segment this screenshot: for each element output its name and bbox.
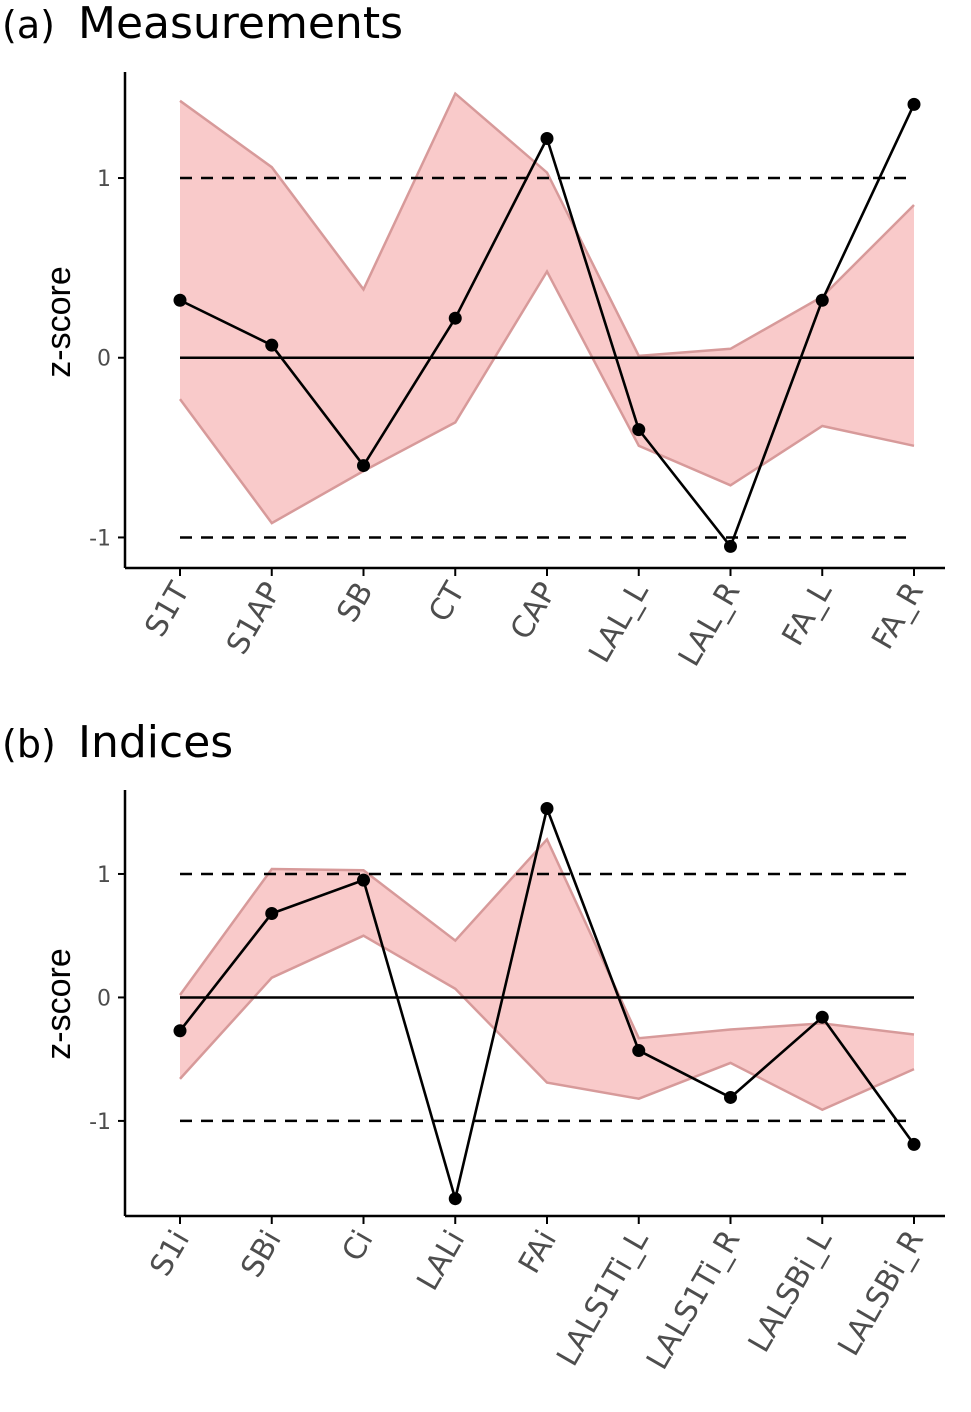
panel-a-point-CAP bbox=[540, 131, 554, 145]
panel-a-x-tick-label-LAL_L: LAL_L bbox=[582, 576, 656, 669]
panel-a-point-LAL_L bbox=[632, 423, 646, 437]
panel-a-point-S1T bbox=[173, 293, 187, 307]
panel-b-band bbox=[180, 839, 914, 1110]
panel-a-point-SB bbox=[357, 459, 370, 473]
panel-a-y-axis-label: z-score bbox=[40, 266, 78, 377]
panel-a-x-tick-label-S1T: S1T bbox=[138, 576, 197, 643]
panel-b-y-tick-label: 1 bbox=[97, 863, 111, 888]
panel-a-band-lower-edge bbox=[178, 268, 915, 525]
panel-b-point-LALSBi_R bbox=[907, 1137, 921, 1151]
panel-b-series-segment bbox=[453, 807, 549, 1201]
panel-b-x-tick-label-SBi: SBi bbox=[234, 1225, 288, 1284]
panel-b-tag: (b) bbox=[2, 722, 56, 766]
panel-a-point-CT bbox=[448, 311, 462, 325]
panel-b-series-segment bbox=[270, 878, 365, 915]
panel-a-series-segment bbox=[362, 316, 457, 467]
panel-b-band-upper-edge bbox=[178, 837, 915, 1040]
panel-b-series-segment bbox=[729, 1015, 824, 1099]
panel-a-tag: (a) bbox=[2, 3, 55, 47]
panel-a-x-tick-label-SB: SB bbox=[330, 577, 380, 629]
panel-a-point-S1AP bbox=[265, 338, 279, 352]
panel-b-x-tick-label-S1i: S1i bbox=[143, 1225, 197, 1283]
panel-b-y-tick-label: -1 bbox=[89, 1110, 111, 1135]
panel-a-series-segment bbox=[270, 343, 365, 467]
panel-a-plot: -1 0 1 S1T S1AP SB CT CAP LAL_L LAL_R FA_L FA_R bbox=[89, 72, 945, 672]
panel-b-point-S1i bbox=[173, 1024, 187, 1038]
panel-b-series-segment bbox=[545, 807, 641, 1052]
panel-b-point-LALSBi_L bbox=[815, 1010, 829, 1024]
panel-b-point-SBi bbox=[265, 906, 279, 920]
panel-b-y-axis-label: z-score bbox=[40, 948, 78, 1059]
panel-b-x-tick-label-LALS1Ti_L: LALS1Ti_L bbox=[550, 1224, 656, 1372]
panel-a-series-segment bbox=[637, 428, 732, 548]
panel-a-point-FA_R bbox=[907, 97, 921, 111]
panel-b-series-segment bbox=[362, 878, 457, 1201]
panel-a-x-tick-label-LAL_R: LAL_R bbox=[672, 577, 748, 673]
panel-a-series-segment bbox=[820, 103, 916, 302]
panel-a: (a) Measurements z-score -1 0 1 S1T S1AP SB CT… bbox=[2, 0, 945, 672]
panel-a-series-segment bbox=[178, 298, 274, 347]
panel-b-x-tick-label-FAi: FAi bbox=[512, 1225, 564, 1280]
panel-b-band-lower-edge bbox=[179, 934, 915, 1112]
panel-a-x-tick-label-FA_L: FA_L bbox=[775, 576, 839, 652]
panel-b-x-tick-label-LALS1Ti_R: LALS1Ti_R bbox=[640, 1225, 747, 1376]
panel-a-band-upper-edge bbox=[179, 91, 915, 358]
panel-b-series-segment bbox=[820, 1015, 916, 1146]
panel-b-point-LALi bbox=[448, 1192, 462, 1206]
panel-a-y-tick-label: 0 bbox=[97, 347, 111, 372]
panel-b-series-segment bbox=[178, 912, 274, 1033]
panel-a-x-tick-label-FA_R: FA_R bbox=[865, 577, 931, 656]
panel-a-x-tick-label-CAP: CAP bbox=[504, 577, 564, 646]
panel-a-series-segment bbox=[729, 298, 824, 548]
panel-a-point-LAL_R bbox=[724, 539, 737, 553]
panel-a-point-FA_L bbox=[815, 293, 829, 307]
panel-b-x-tick-label-LALSBi_L: LALSBi_L bbox=[742, 1224, 840, 1358]
panel-b-x-tick-label-Ci: Ci bbox=[335, 1225, 380, 1268]
panel-a-series-segment bbox=[453, 137, 549, 320]
panel-b-point-Ci bbox=[357, 873, 370, 887]
panel-b-series-segment bbox=[637, 1049, 732, 1099]
panel-a-band bbox=[180, 93, 914, 524]
panel-b-x-tick-label-LALSBi_R: LALSBi_R bbox=[831, 1225, 931, 1362]
panel-b-x-tick-label-LALi: LALi bbox=[410, 1225, 472, 1297]
panel-b-point-LALS1Ti_R bbox=[724, 1090, 737, 1104]
panel-a-x-tick-label-CT: CT bbox=[422, 576, 472, 628]
panel-b-point-LALS1Ti_L bbox=[632, 1044, 646, 1058]
panel-b-title: Indices bbox=[78, 717, 233, 768]
panel-a-y-tick-label: -1 bbox=[89, 526, 111, 551]
panel-b-y-tick-label: 0 bbox=[97, 986, 111, 1011]
panel-b-point-FAi bbox=[540, 802, 554, 816]
panel-a-y-tick-label: 1 bbox=[97, 167, 111, 192]
panel-a-title: Measurements bbox=[78, 0, 403, 49]
panel-a-series-segment bbox=[545, 137, 641, 431]
panel-a-x-tick-label-S1AP: S1AP bbox=[220, 577, 289, 661]
